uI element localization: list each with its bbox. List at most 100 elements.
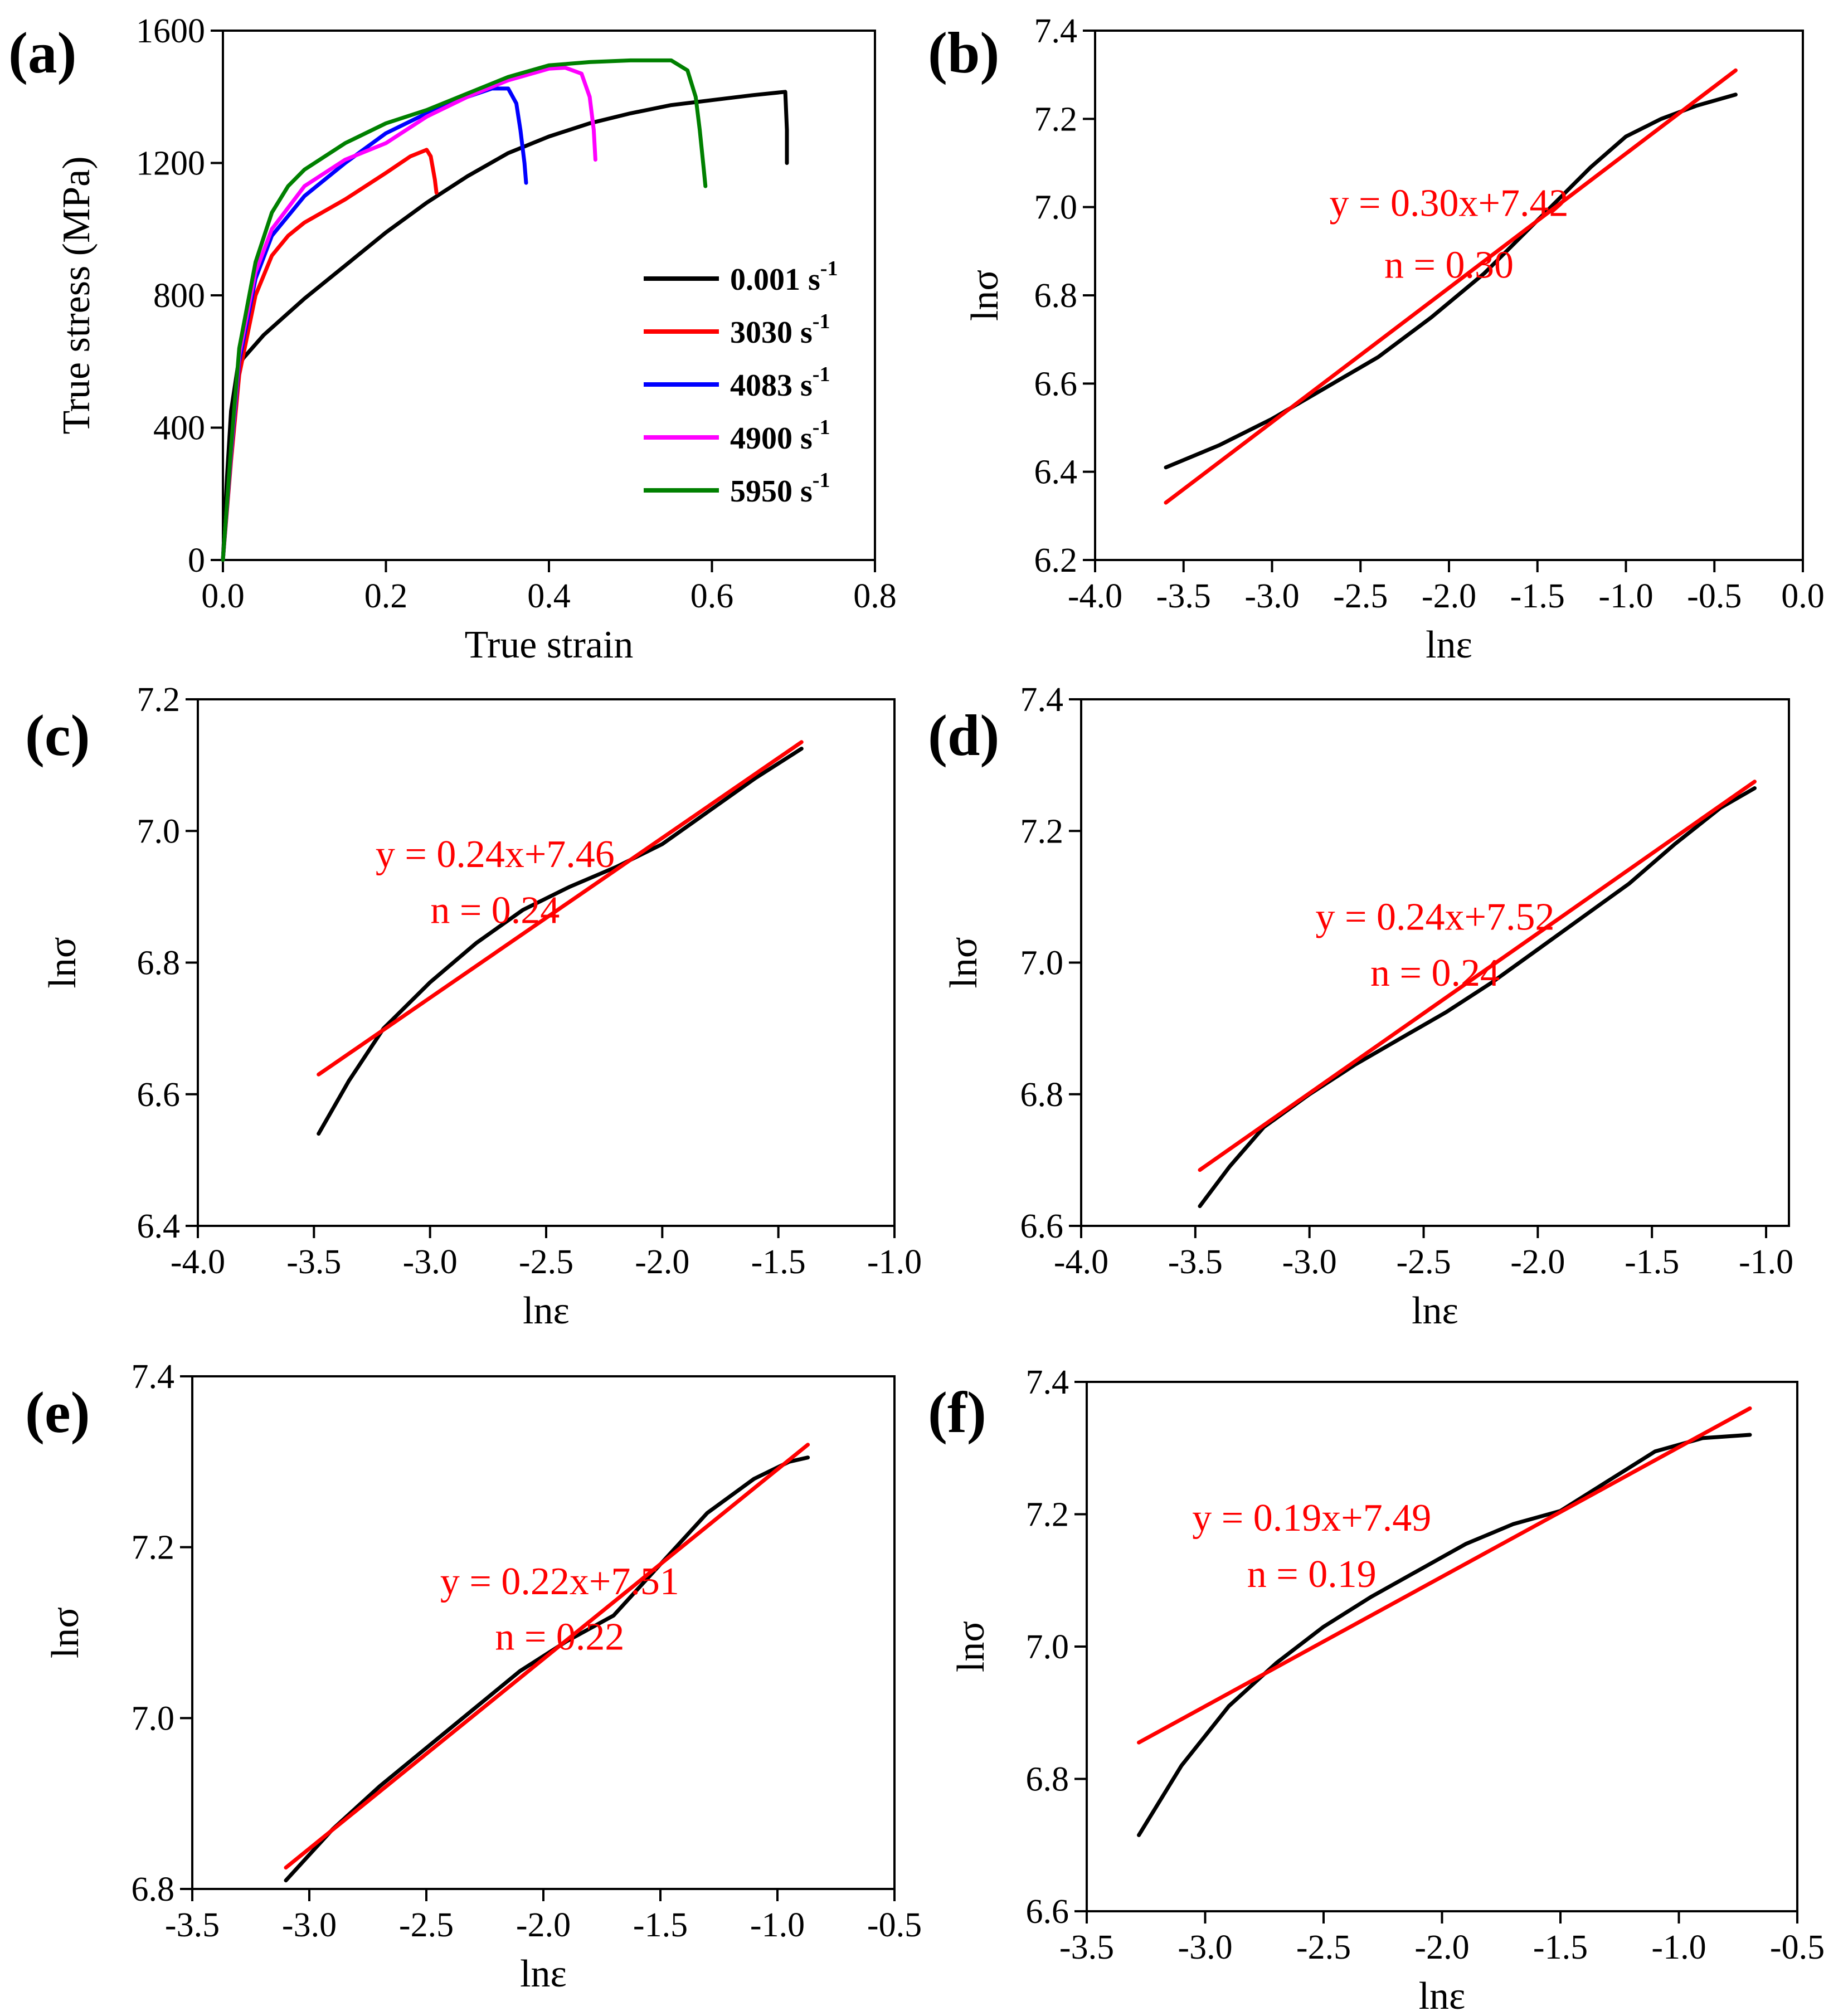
x-tick-label: 0.0 [201,577,245,615]
x-tick-label: 0.8 [853,577,897,615]
panel-f: -3.5 -3.0 -2.5 -2.0 -1.5 -1.0 -0.5 6.6 6.8 7.0 7.2… [928,1364,1825,2016]
y-tick-label: 6.8 [1034,277,1078,315]
panel-label: (c) [25,703,90,768]
x-tick-label: -1.0 [1651,1929,1706,1966]
y-tick-label: 6.2 [1034,542,1078,580]
series-line-fit [1137,1406,1752,1745]
panel-d: -4.0 -3.5 -3.0 -2.5 -2.0 -1.5 -1.0 6.6 6.8 7.0 7.2… [928,681,1793,1332]
x-tick-label: -2.5 [1396,1243,1451,1281]
x-tick-label: -1.5 [1625,1243,1679,1281]
panel-a: 0.0 0.2 0.4 0.6 0.8 0 400 800 1200 1600 True strai… [8,12,897,666]
x-axis-label: lnε [1419,1975,1466,2016]
x-axis-label: lnε [523,1289,570,1332]
y-tick-label: 7.0 [137,812,181,850]
series-line-data [1164,92,1738,470]
y-tick-label: 6.8 [1026,1761,1069,1799]
y-tick-label: 7.4 [1020,681,1064,719]
series-line-data [317,747,804,1136]
y-tick-label: 400 [153,410,205,447]
y-tick-label: 7.2 [1026,1496,1069,1534]
n-value: n = 0.22 [495,1616,624,1659]
y-tick-label: 7.0 [1034,189,1078,227]
x-tick-label: -3.0 [1282,1243,1337,1281]
panel-label: (b) [928,20,999,85]
y-axis-label: lnσ [41,937,84,988]
y-tick-label: 0 [188,542,205,580]
panel-b: -4.0 -3.5 -3.0 -2.5 -2.0 -1.5 -1.0 -0.5 0.0 6.2 6.… [928,12,1825,666]
n-value: n = 0.24 [430,889,560,932]
x-tick-label: -0.5 [867,1906,922,1944]
n-value: n = 0.19 [1247,1553,1377,1596]
y-tick-label: 6.6 [137,1076,181,1114]
fit-equation: y = 0.24x+7.52 [1316,895,1555,938]
series-line-4 [221,58,708,562]
fit-equation: y = 0.19x+7.49 [1192,1497,1431,1540]
series-line-data [1137,1433,1752,1837]
y-tick-label: 6.6 [1026,1893,1069,1931]
y-tick-label: 7.2 [132,1529,175,1567]
x-tick-label: -3.5 [1059,1929,1114,1966]
x-tick-label: -3.5 [1156,577,1211,615]
x-tick-label: -2.0 [1422,577,1476,615]
x-tick-label: -2.5 [1333,577,1388,615]
x-tick-label: -1.0 [1598,577,1653,615]
y-tick-label: 7.2 [1020,812,1064,850]
x-tick-label: -1.5 [1510,577,1565,615]
x-tick-label: -3.0 [1178,1929,1232,1966]
n-value: n = 0.24 [1370,952,1500,995]
y-tick-label: 6.8 [137,944,181,982]
x-tick-label: -2.0 [1414,1929,1469,1966]
panel-label: (d) [928,703,999,768]
x-tick-label: -1.5 [751,1243,806,1281]
y-tick-label: 7.4 [1026,1364,1069,1401]
x-tick-label: -3.5 [286,1243,341,1281]
x-tick-label: -1.0 [750,1906,805,1944]
y-tick-label: 7.0 [132,1700,175,1737]
panel-label: (a) [8,20,76,85]
panel-c: -4.0 -3.5 -3.0 -2.5 -2.0 -1.5 -1.0 6.4 6.6 6.8 7.0… [25,681,922,1332]
x-tick-label: -2.5 [1296,1929,1351,1966]
y-tick-label: 6.8 [1020,1076,1064,1114]
legend-entry: 5950 s-1 [730,469,830,509]
x-tick-label: -4.0 [171,1243,225,1281]
plot-frame [1094,30,1804,561]
y-tick-label: 7.4 [132,1358,175,1396]
n-value: n = 0.30 [1384,244,1514,286]
x-axis-label: True strain [465,624,634,666]
y-tick-label: 7.4 [1034,12,1078,50]
y-tick-label: 7.0 [1026,1628,1069,1666]
x-tick-label: -1.0 [1739,1243,1793,1281]
x-tick-label: -1.5 [633,1906,688,1944]
x-tick-label: -2.0 [1510,1243,1565,1281]
x-tick-label: -3.5 [165,1906,220,1944]
series-line-fit [1198,780,1757,1172]
fit-equation: y = 0.24x+7.46 [376,833,615,876]
y-axis-label: lnσ [950,1621,993,1672]
x-tick-label: -1.0 [867,1243,922,1281]
y-axis-label: True stress (MPa) [55,156,98,434]
fit-equation: y = 0.22x+7.51 [440,1560,679,1603]
y-tick-label: 6.4 [1034,454,1078,491]
x-tick-label: 0.6 [690,577,734,615]
series-line-2 [221,86,528,562]
y-tick-label: 1200 [136,145,205,183]
x-tick-label: -2.5 [399,1906,454,1944]
x-tick-label: -2.0 [516,1906,571,1944]
y-tick-label: 6.6 [1034,365,1078,403]
legend-entry: 0.001 s-1 [730,257,838,297]
x-tick-label: -3.5 [1168,1243,1223,1281]
y-tick-label: 800 [153,277,205,315]
y-tick-label: 6.4 [137,1207,181,1245]
y-tick-label: 6.6 [1020,1207,1064,1245]
series-line-data [284,1455,810,1883]
x-tick-label: -4.0 [1054,1243,1108,1281]
fit-equation: y = 0.30x+7.42 [1330,182,1569,225]
plot-frame [1086,1381,1798,1912]
x-tick-label: -1.5 [1533,1929,1588,1966]
series-line-fit [284,1443,810,1870]
x-axis-label: lnε [520,1952,567,1995]
series-line-1 [221,148,439,562]
x-axis-label: lnε [1426,624,1472,666]
x-tick-label: -3.0 [282,1906,337,1944]
